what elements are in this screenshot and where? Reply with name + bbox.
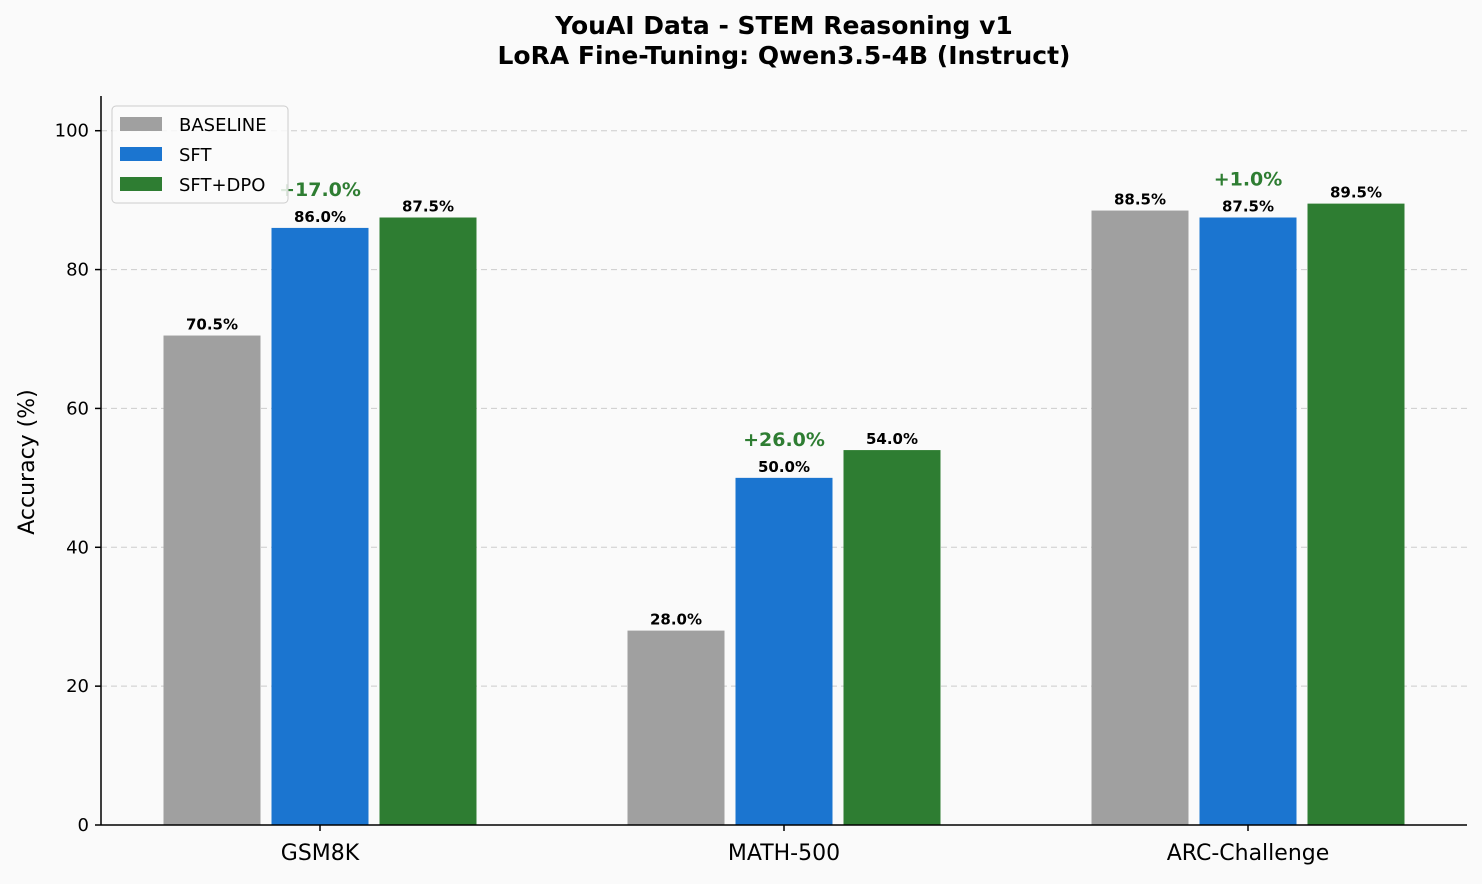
- bar-sft: [735, 477, 833, 825]
- improvement-annotation: +17.0%: [279, 179, 361, 201]
- bar-sft-dpo: [843, 450, 941, 825]
- chart-title-line-1: YouAI Data - STEM Reasoning v1: [554, 11, 1013, 40]
- bar-sft-dpo: [1307, 203, 1405, 826]
- y-axis-label: Accuracy (%): [15, 389, 40, 535]
- chart-title-line-2: LoRA Fine-Tuning: Qwen3.5-4B (Instruct): [498, 41, 1071, 70]
- bar-value-label: 70.5%: [186, 316, 238, 334]
- bar-value-label: 28.0%: [650, 611, 702, 629]
- y-tick-label: 80: [66, 260, 89, 281]
- y-tick-label: 20: [66, 676, 89, 697]
- x-category-label: GSM8K: [281, 841, 360, 866]
- legend: BASELINE SFT SFT+DPO: [111, 105, 289, 204]
- x-category-label: MATH-500: [728, 841, 840, 866]
- bar-value-label: 86.0%: [294, 208, 346, 226]
- axes: 0 20 40 60 80 100 GSM8K MATH-500 ARC-Challenge: [55, 96, 1467, 866]
- bar-baseline: [1091, 210, 1189, 826]
- bar-sft-dpo: [379, 217, 477, 825]
- bar-sft: [1199, 217, 1297, 825]
- bar-value-label: 50.0%: [758, 458, 810, 476]
- y-tick-label: 100: [55, 121, 89, 142]
- bar-value-label: 87.5%: [402, 198, 454, 216]
- legend-label: BASELINE: [179, 115, 267, 136]
- bars: [163, 203, 1405, 826]
- improvement-annotation: +1.0%: [1214, 169, 1283, 191]
- bar-value-labels: 70.5% 86.0% 87.5% +17.0% 28.0% 50.0% 54.0% +26.…: [186, 169, 1382, 629]
- y-tick-label: 60: [66, 398, 89, 419]
- bar-baseline: [163, 335, 261, 825]
- bar-value-label: 54.0%: [866, 430, 918, 448]
- legend-swatch: [120, 147, 162, 161]
- y-tick-label: 0: [78, 815, 89, 836]
- bar-value-label: 87.5%: [1222, 198, 1274, 216]
- bar-value-label: 89.5%: [1330, 184, 1382, 202]
- improvement-annotation: +26.0%: [743, 429, 825, 451]
- bar-sft: [271, 227, 369, 825]
- legend-label: SFT+DPO: [179, 175, 265, 196]
- bar-value-label: 88.5%: [1114, 191, 1166, 209]
- y-tick-label: 40: [66, 537, 89, 558]
- x-category-label: ARC-Challenge: [1167, 841, 1330, 866]
- legend-swatch: [120, 117, 162, 131]
- legend-label: SFT: [179, 145, 212, 166]
- legend-swatch: [120, 177, 162, 191]
- bar-baseline: [627, 630, 725, 825]
